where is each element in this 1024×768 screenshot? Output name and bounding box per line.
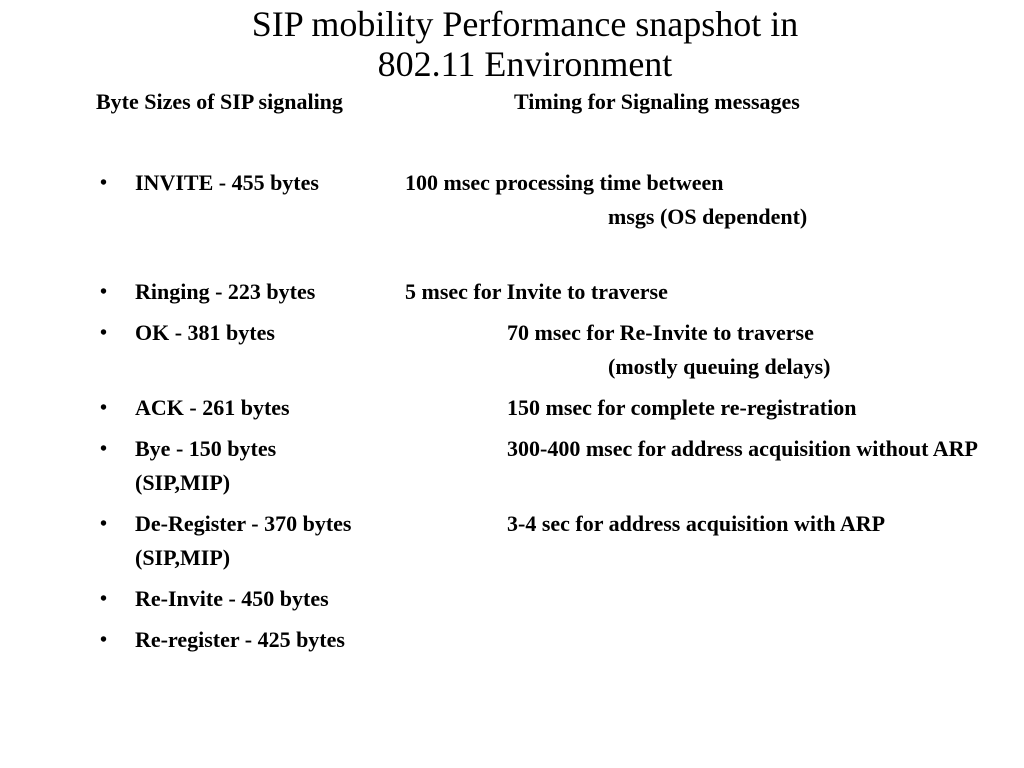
timing-address-acquisition-arp: 3-4 sec for address acquisition with ARP	[507, 511, 886, 536]
timing-reinvite-traverse-cont: (mostly queuing delays)	[608, 354, 831, 379]
timing-processing-cont: msgs (OS dependent)	[608, 204, 808, 229]
bullet-3: •	[100, 322, 108, 344]
timing-address-acquisition-no-arp: 300-400 msec for address acquisition wit…	[507, 436, 978, 461]
bullet-2: •	[100, 281, 108, 303]
slide-title-line-1: SIP mobility Performance snapshot in	[251, 4, 799, 44]
bullet-7: •	[100, 588, 108, 610]
timing-processing: 100 msec processing time between	[405, 170, 724, 195]
timing-reinvite-traverse: 70 msec for Re-Invite to traverse	[507, 320, 814, 345]
timing-invite-traverse: 5 msec for Invite to traverse	[405, 279, 668, 304]
slide-title-line-2: 802.11 Environment	[377, 44, 673, 84]
timing-re-registration: 150 msec for complete re-registration	[507, 395, 857, 420]
byte-size-de-register: De-Register - 370 bytes	[135, 511, 352, 536]
byte-size-ok: OK - 381 bytes	[135, 320, 275, 345]
slide-title: SIP mobility Performance snapshot in 802…	[0, 4, 1024, 84]
byte-size-invite: INVITE - 455 bytes	[135, 170, 319, 195]
bullet-1: •	[100, 172, 108, 194]
protocols-note-bye: (SIP,MIP)	[135, 470, 231, 495]
byte-size-re-register: Re-register - 425 bytes	[135, 627, 345, 652]
byte-size-ringing: Ringing - 223 bytes	[135, 279, 316, 304]
bullet-8: •	[100, 629, 108, 651]
byte-size-ack: ACK - 261 bytes	[135, 395, 290, 420]
protocols-note-de-register: (SIP,MIP)	[135, 545, 231, 570]
bullet-5: •	[100, 438, 108, 460]
bullet-6: •	[100, 513, 108, 535]
byte-size-re-invite: Re-Invite - 450 bytes	[135, 586, 329, 611]
byte-size-bye: Bye - 150 bytes	[135, 436, 277, 461]
header-byte-sizes: Byte Sizes of SIP signaling	[96, 89, 343, 114]
header-timing: Timing for Signaling messages	[514, 89, 800, 114]
bullet-4: •	[100, 397, 108, 419]
